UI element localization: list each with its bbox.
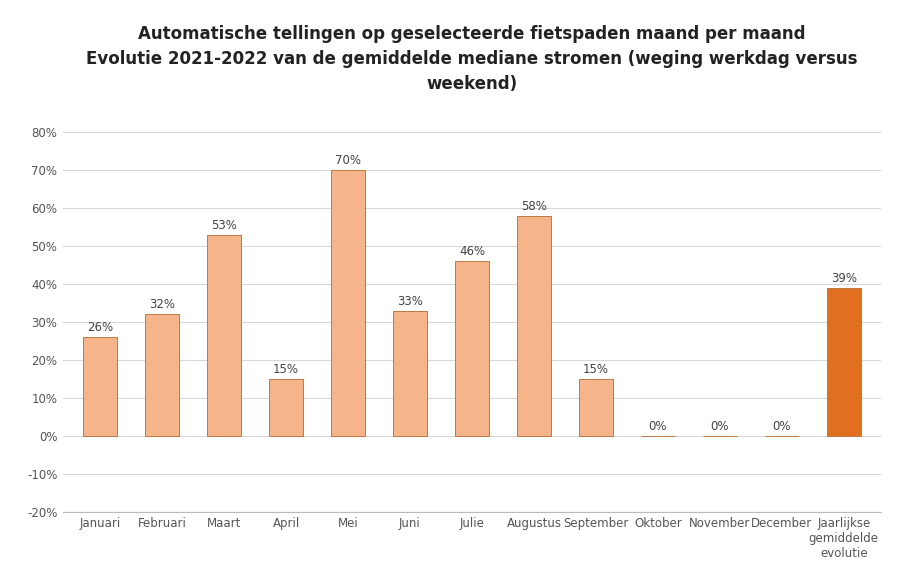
Text: 46%: 46%: [458, 245, 485, 258]
Text: 33%: 33%: [397, 295, 423, 308]
Text: 15%: 15%: [273, 363, 299, 376]
Text: 26%: 26%: [87, 321, 113, 334]
Text: 58%: 58%: [521, 200, 547, 213]
Bar: [145, 315, 179, 436]
Bar: [393, 310, 427, 436]
Text: 0%: 0%: [649, 420, 667, 433]
Bar: [517, 216, 551, 436]
Text: 0%: 0%: [710, 420, 729, 433]
Bar: [207, 235, 241, 436]
Bar: [579, 379, 613, 436]
Text: 39%: 39%: [831, 272, 857, 285]
Bar: [827, 288, 861, 436]
Text: 0%: 0%: [772, 420, 791, 433]
Title: Automatische tellingen op geselecteerde fietspaden maand per maand
Evolutie 2021: Automatische tellingen op geselecteerde …: [86, 25, 858, 93]
Bar: [83, 337, 117, 436]
Text: 32%: 32%: [149, 298, 175, 312]
Bar: [269, 379, 303, 436]
Text: 53%: 53%: [211, 219, 237, 232]
Text: 70%: 70%: [335, 154, 361, 167]
Bar: [331, 171, 365, 436]
Bar: [455, 261, 489, 436]
Text: 15%: 15%: [583, 363, 609, 376]
